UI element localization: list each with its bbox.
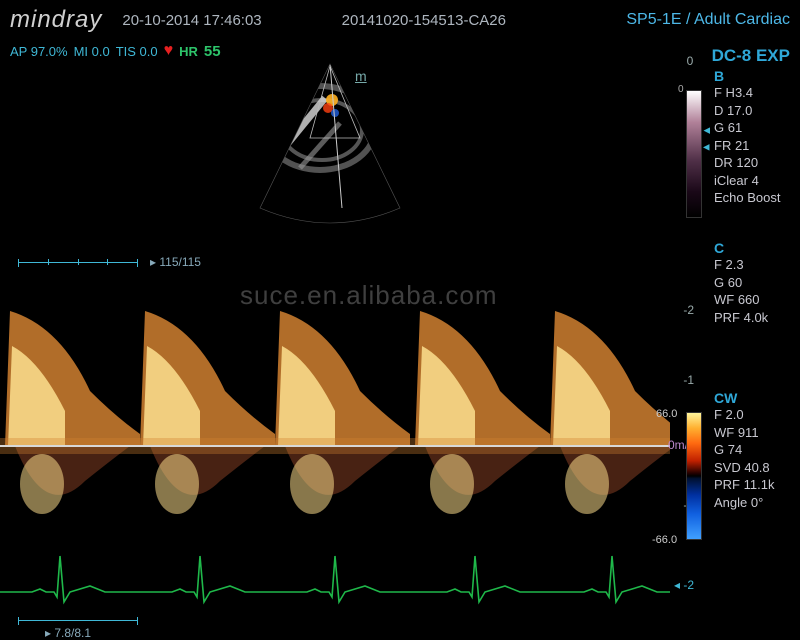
param-line: FR 21 bbox=[714, 137, 794, 155]
param-line: WF 660 bbox=[714, 291, 794, 309]
brand-logo: mindray bbox=[10, 6, 102, 34]
param-line: SVD 40.8 bbox=[714, 459, 794, 477]
param-line: F 2.3 bbox=[714, 256, 794, 274]
param-line: Echo Boost bbox=[714, 189, 794, 207]
sector-image bbox=[230, 58, 430, 228]
cw-title: CW bbox=[714, 390, 794, 406]
colorbar-top: 66.0 bbox=[656, 408, 677, 420]
model-label: DC-8 EXP bbox=[684, 46, 794, 66]
scale-bar-top bbox=[18, 262, 138, 263]
ecg-caret: ◂ -2 bbox=[674, 578, 694, 592]
param-line: WF 911 bbox=[714, 424, 794, 442]
probe-preset: SP5-1E / Adult Cardiac bbox=[626, 11, 790, 29]
m-label: m bbox=[355, 68, 367, 84]
param-line: F H3.4 bbox=[714, 84, 794, 102]
scale-bot-value: ▸ 7.8/8.1 bbox=[45, 626, 91, 640]
b-title: B bbox=[714, 68, 794, 84]
param-line: D 17.0 bbox=[714, 102, 794, 120]
param-line: DR 120 bbox=[714, 154, 794, 172]
grayscale-bar bbox=[686, 90, 702, 218]
param-line: Angle 0° bbox=[714, 494, 794, 512]
param-line: PRF 4.0k bbox=[714, 309, 794, 327]
spectral-doppler bbox=[0, 278, 670, 538]
color-bar bbox=[686, 412, 702, 540]
colorbar-bot: -66.0 bbox=[652, 534, 677, 546]
scale-bar-bot bbox=[18, 620, 138, 621]
scale-top-value: ▸ 115/115 bbox=[150, 255, 201, 269]
param-line: iClear 4 bbox=[714, 172, 794, 190]
color-section: 66.0 -66.0 C F 2.3G 60WF 660PRF 4.0k bbox=[684, 240, 794, 380]
b-mode-section: 0 B F H3.4D 17.0G 61FR 21DR 120iClear 4E… bbox=[684, 68, 794, 222]
param-line: G 60 bbox=[714, 274, 794, 292]
datetime: 20-10-2014 17:46:03 bbox=[122, 12, 261, 29]
param-line: G 61 bbox=[714, 119, 794, 137]
exam-id: 20141020-154513-CA26 bbox=[342, 12, 506, 29]
param-line: F 2.0 bbox=[714, 406, 794, 424]
param-line: PRF 11.1k bbox=[714, 476, 794, 494]
right-panel: DC-8 EXP 0 B F H3.4D 17.0G 61FR 21DR 120… bbox=[684, 46, 794, 521]
c-title: C bbox=[714, 240, 794, 256]
ecg-trace bbox=[0, 550, 670, 610]
grayscale-top: 0 bbox=[678, 84, 684, 95]
imaging-area: 0 5 10 15 ◂ ▸ bbox=[0, 50, 680, 590]
param-line: G 74 bbox=[714, 441, 794, 459]
